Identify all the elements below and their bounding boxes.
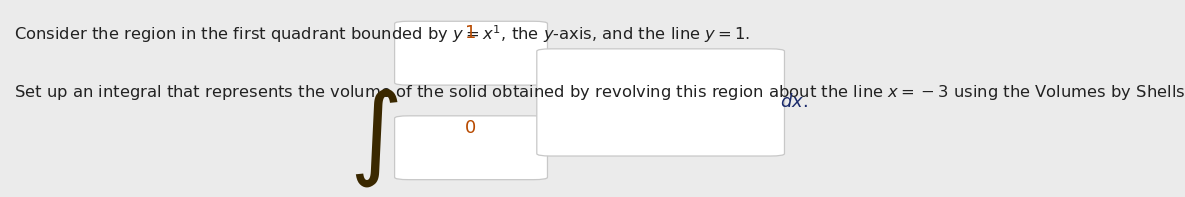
Text: $dx.$: $dx.$ <box>780 93 807 112</box>
Text: Consider the region in the first quadrant bounded by $y = x^1$, the $y$-axis, an: Consider the region in the first quadran… <box>14 24 750 45</box>
Text: 0: 0 <box>465 119 476 137</box>
Text: Set up an integral that represents the volume of the solid obtained by revolving: Set up an integral that represents the v… <box>14 83 1185 102</box>
Text: $\int$: $\int$ <box>348 86 398 189</box>
Text: 1: 1 <box>465 24 476 43</box>
